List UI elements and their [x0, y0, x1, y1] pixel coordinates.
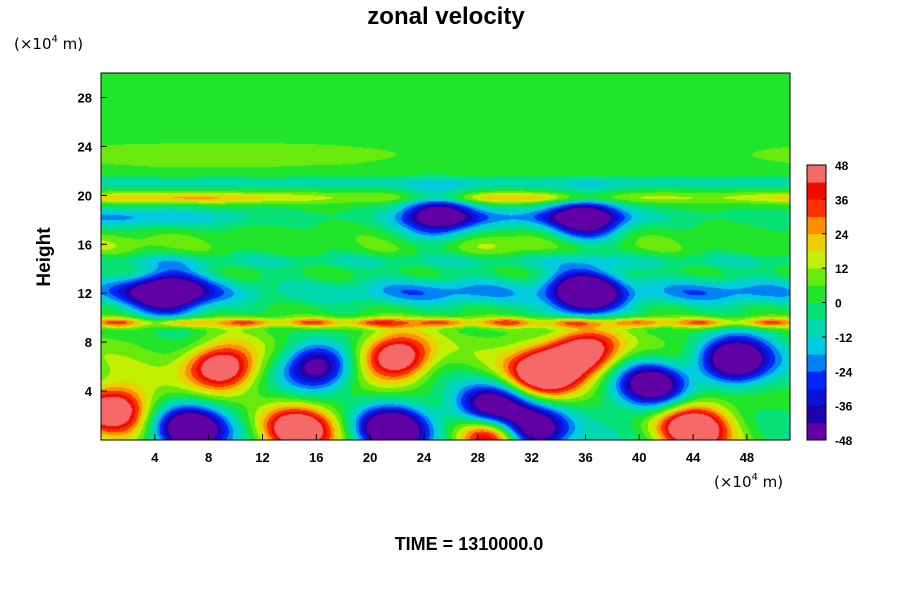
colorbar-tick-label: -36: [835, 400, 853, 414]
colorbar-band: [807, 388, 826, 407]
x-tick-label: 12: [255, 450, 269, 465]
colorbar-tick-label: 0: [835, 297, 842, 311]
x-tick-label: 16: [309, 450, 323, 465]
colorbar-tick-label: 48: [835, 159, 849, 173]
x-tick-label: 20: [363, 450, 377, 465]
colorbar: [806, 164, 827, 441]
colorbar-tick-label: -24: [835, 365, 853, 379]
x-axis-unit: (×104 m): [714, 472, 783, 491]
colorbar-tick-label: -12: [835, 331, 853, 345]
x-tick-label: 40: [632, 450, 646, 465]
x-axis-ticks: 4 8 12 16 20 24 28 32 36 40 44 48: [151, 434, 754, 465]
colorbar-band: [807, 182, 826, 200]
x-tick-label: 44: [686, 450, 701, 465]
colorbar-band: [807, 165, 826, 183]
colorbar-tick-label: 12: [835, 262, 849, 276]
colorbar-band: [807, 216, 826, 235]
colorbar-band: [807, 336, 826, 355]
y-tick-label: 4: [85, 384, 93, 399]
colorbar-tick-label: 24: [835, 228, 849, 242]
y-axis-unit: (×104 m): [14, 34, 83, 53]
x-tick-label: 24: [417, 450, 432, 465]
x-tick-label: 28: [471, 450, 485, 465]
colorbar-band: [807, 354, 826, 372]
plot-area: [100, 72, 791, 441]
plot-frame: [100, 72, 791, 441]
colorbar-band: [807, 302, 826, 321]
colorbar-band: [807, 268, 826, 286]
x-tick-label: 36: [578, 450, 592, 465]
x-tick-label: 4: [151, 450, 159, 465]
x-tick-label: 32: [524, 450, 538, 465]
colorbar-tick-label: -48: [835, 434, 853, 448]
colorbar-tick-label: 36: [835, 193, 849, 207]
time-label: TIME = 1310000.0: [395, 534, 544, 554]
colorbar-band: [807, 199, 826, 217]
colorbar-band: [807, 233, 826, 252]
heatmap-field: [101, 73, 790, 440]
y-tick-label: 8: [85, 335, 92, 350]
colorbar-band: [807, 371, 826, 389]
x-tick-label: 48: [740, 450, 754, 465]
y-tick-label: 24: [78, 139, 93, 154]
colorbar-band: [807, 285, 826, 303]
y-tick-label: 20: [78, 188, 92, 203]
x-tick-label: 8: [205, 450, 212, 465]
y-axis-label: Height: [34, 227, 55, 287]
colorbar-band: [807, 319, 826, 338]
y-axis-ticks: 4 8 12 16 20 24 28: [78, 90, 107, 399]
y-tick-label: 12: [78, 286, 92, 301]
colorbar-band: [807, 422, 826, 441]
colorbar-band: [807, 405, 826, 424]
y-tick-label: 16: [78, 237, 92, 252]
colorbar-ticks: 48 36 24 12 0 -12 -24 -36 -48: [822, 159, 853, 448]
chart-title: zonal velocity: [367, 3, 525, 30]
y-tick-label: 28: [78, 90, 92, 105]
colorbar-band: [807, 250, 826, 269]
